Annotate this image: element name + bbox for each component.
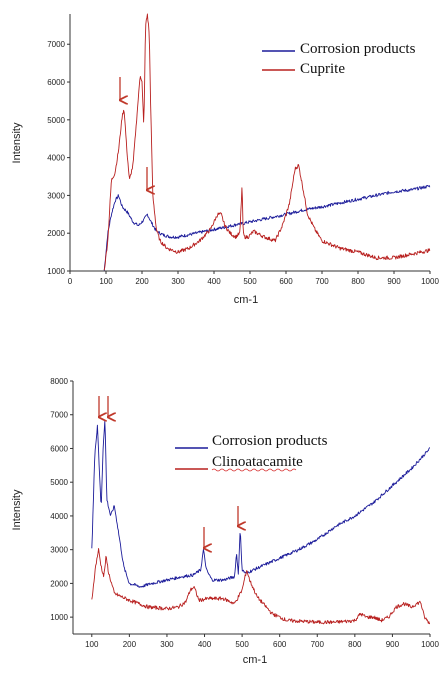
x-tick-label: 900 [387, 277, 401, 286]
x-tick-label: 700 [311, 640, 325, 649]
legend-label-corrosion-products: Corrosion products [212, 433, 328, 449]
y-tick-label: 1000 [50, 613, 68, 622]
x-tick-label: 800 [348, 640, 362, 649]
x-tick-label: 600 [273, 640, 287, 649]
x-axis-label: cm-1 [243, 654, 267, 666]
y-axis-label: Intensity [11, 489, 23, 530]
y-tick-label: 2000 [47, 229, 65, 238]
series-line-clinoatacamite [91, 548, 430, 625]
plot-area [70, 14, 430, 271]
x-tick-label: 700 [315, 277, 329, 286]
legend: Corrosion products Clinoatacamite [175, 433, 328, 472]
x-tick-label: 500 [235, 640, 249, 649]
chart-cuprite: 0 100 200 300 400 500 600 700 800 900 1000 1000 2000… [11, 13, 439, 306]
x-tick-label: 400 [207, 277, 221, 286]
x-axis-label: cm-1 [234, 294, 258, 306]
x-tick-label: 200 [135, 277, 149, 286]
x-tick-label: 400 [198, 640, 212, 649]
x-tick-label: 500 [243, 277, 257, 286]
legend-label-cuprite: Cuprite [300, 61, 345, 77]
x-tick-label: 300 [171, 277, 185, 286]
y-tick-label: 4000 [47, 154, 65, 163]
y-tick-label: 7000 [47, 40, 65, 49]
chart-clinoatacamite: 100 200 300 400 500 600 700 800 900 1000 1000 2000 3… [11, 377, 439, 666]
y-axis-label: Intensity [11, 122, 23, 163]
y-tick-label: 8000 [50, 377, 68, 386]
y-tick-label: 5000 [47, 116, 65, 125]
x-tick-label: 800 [351, 277, 365, 286]
legend-label-clinoatacamite: Clinoatacamite [212, 454, 303, 470]
legend-label-corrosion-products: Corrosion products [300, 41, 416, 57]
x-tick-label: 200 [123, 640, 137, 649]
y-tick-label: 1000 [47, 267, 65, 276]
x-tick-label: 600 [279, 277, 293, 286]
spellcheck-underline [211, 468, 297, 472]
y-tick-label: 2000 [50, 579, 68, 588]
x-tick-label: 100 [85, 640, 99, 649]
x-tick-label: 300 [160, 640, 174, 649]
series-line-corrosion-products [103, 185, 431, 272]
x-tick-label: 900 [386, 640, 400, 649]
legend: Corrosion products Cuprite [262, 41, 416, 77]
x-tick-label: 100 [99, 277, 113, 286]
plot-area [73, 381, 430, 634]
y-tick-label: 4000 [50, 512, 68, 521]
y-tick-label: 3000 [50, 546, 68, 555]
x-tick-label: 1000 [421, 640, 439, 649]
x-tick-label: 1000 [421, 277, 439, 286]
y-tick-label: 3000 [47, 191, 65, 200]
y-tick-label: 5000 [50, 478, 68, 487]
y-tick-label: 6000 [50, 444, 68, 453]
series-line-corrosion-products [91, 420, 430, 588]
x-tick-label: 0 [68, 277, 73, 286]
series-line-cuprite [103, 13, 431, 271]
y-tick-label: 6000 [47, 78, 65, 87]
y-tick-label: 7000 [50, 411, 68, 420]
